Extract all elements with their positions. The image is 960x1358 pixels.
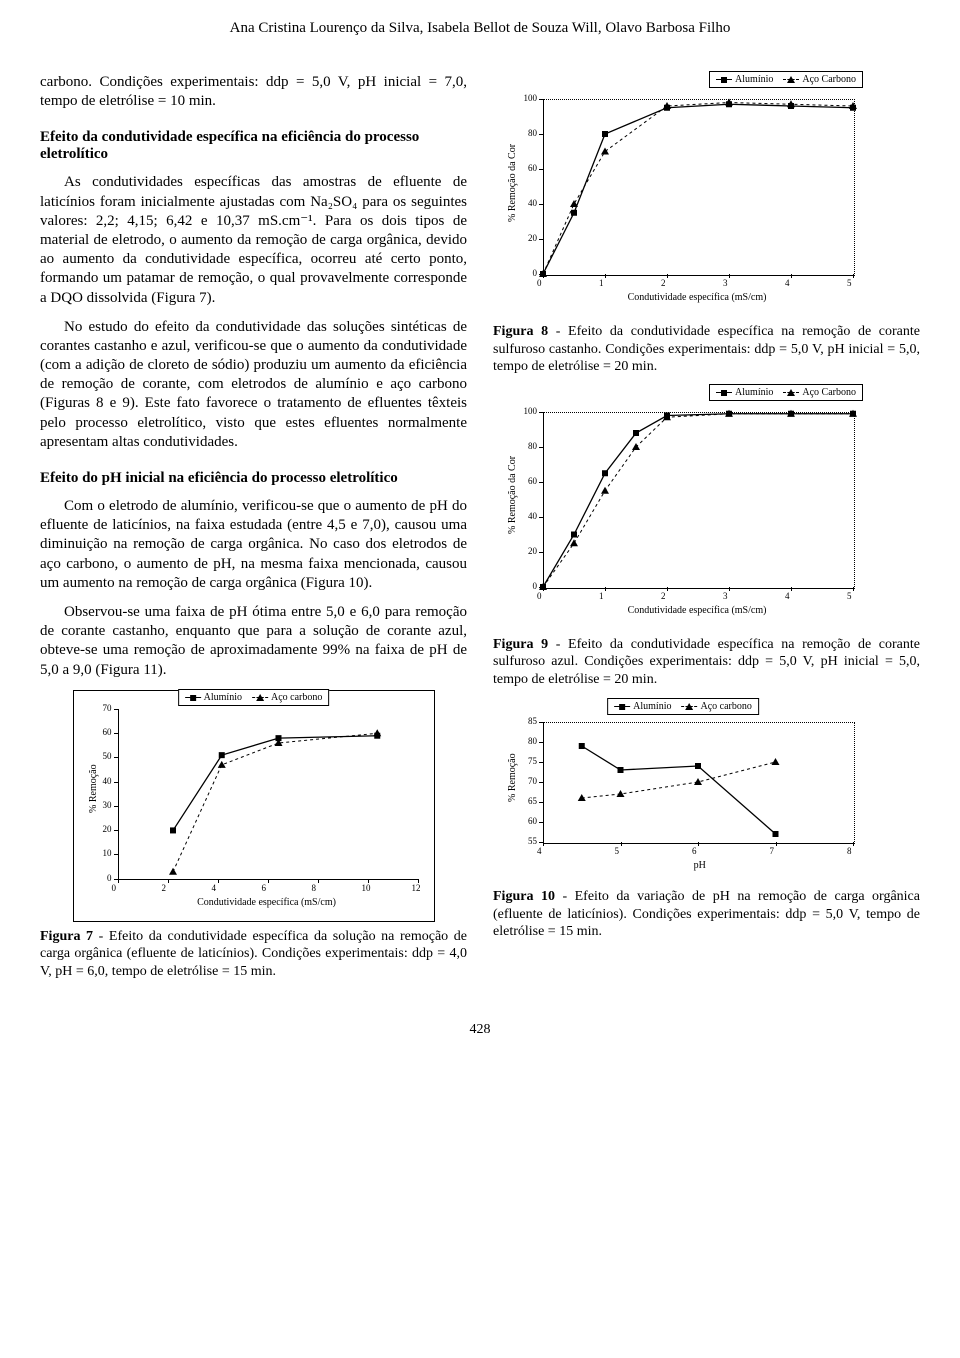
page-number: 428 bbox=[40, 1022, 920, 1038]
main-columns: carbono. Condições experimentais: ddp = … bbox=[40, 73, 920, 994]
figure-8-chart: Alumínio Aço Carbono 012345020406080100%… bbox=[493, 77, 873, 317]
figure-8-caption: Figura 8 - Efeito da condutividade espec… bbox=[493, 323, 920, 376]
figure-7-caption: Figura 7 - Efeito da condutividade espec… bbox=[40, 928, 467, 981]
right-column: Alumínio Aço Carbono 012345020406080100%… bbox=[493, 73, 920, 994]
figure-9-caption: Figura 9 - Efeito da condutividade espec… bbox=[493, 636, 920, 689]
figure-7-chart: Alumínio Aço carbono 0246810120102030405… bbox=[73, 690, 435, 922]
para-4: Observou-se uma faixa de pH ótima entre … bbox=[40, 603, 467, 680]
figure-9-chart: Alumínio Aço Carbono 012345020406080100%… bbox=[493, 390, 873, 630]
heading-ph: Efeito do pH inicial na eficiência do pr… bbox=[40, 470, 467, 487]
para-2: No estudo do efeito da condutividade das… bbox=[40, 318, 467, 452]
authors-line: Ana Cristina Lourenço da Silva, Isabela … bbox=[40, 20, 920, 37]
para-3: Com o eletrodo de alumínio, verificou-se… bbox=[40, 497, 467, 593]
figure-10-chart: Alumínio Aço carbono 4567855606570758085… bbox=[493, 702, 873, 882]
heading-condutividade: Efeito da condutividade específica na ef… bbox=[40, 129, 467, 163]
para-1: As condutividades específicas das amostr… bbox=[40, 173, 467, 307]
para-top: carbono. Condições experimentais: ddp = … bbox=[40, 73, 467, 111]
figure-10-caption: Figura 10 - Efeito da variação de pH na … bbox=[493, 888, 920, 941]
left-column: carbono. Condições experimentais: ddp = … bbox=[40, 73, 467, 994]
